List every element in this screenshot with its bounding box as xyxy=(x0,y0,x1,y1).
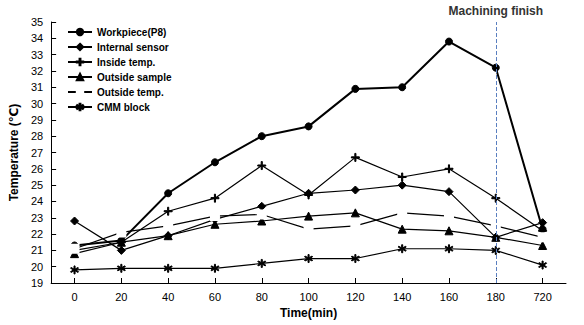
svg-text:120: 120 xyxy=(346,291,364,303)
svg-text:Temperature (℃): Temperature (℃) xyxy=(7,104,21,202)
svg-text:21: 21 xyxy=(31,244,43,256)
svg-text:24: 24 xyxy=(31,195,43,207)
svg-text:31: 31 xyxy=(31,81,43,93)
svg-text:27: 27 xyxy=(31,147,43,159)
svg-text:Internal sensor: Internal sensor xyxy=(97,42,169,53)
svg-text:0: 0 xyxy=(71,291,77,303)
svg-text:Outside sample: Outside sample xyxy=(97,72,172,83)
svg-text:28: 28 xyxy=(31,130,43,142)
svg-text:Workpiece(P8): Workpiece(P8) xyxy=(97,27,166,38)
svg-text:Inside temp.: Inside temp. xyxy=(97,57,156,68)
svg-text:Machining finish: Machining finish xyxy=(448,4,543,18)
svg-text:720: 720 xyxy=(533,291,551,303)
svg-text:140: 140 xyxy=(393,291,411,303)
svg-text:Outside temp.: Outside temp. xyxy=(97,87,164,98)
svg-text:23: 23 xyxy=(31,212,43,224)
svg-text:60: 60 xyxy=(209,291,221,303)
svg-text:32: 32 xyxy=(31,65,43,77)
svg-text:29: 29 xyxy=(31,114,43,126)
svg-text:Time(min): Time(min) xyxy=(280,306,337,320)
svg-text:26: 26 xyxy=(31,163,43,175)
svg-text:CMM block: CMM block xyxy=(97,102,150,113)
svg-text:40: 40 xyxy=(162,291,174,303)
svg-text:35: 35 xyxy=(31,16,43,28)
svg-text:22: 22 xyxy=(31,228,43,240)
svg-text:34: 34 xyxy=(31,32,43,44)
svg-text:19: 19 xyxy=(31,277,43,289)
svg-text:20: 20 xyxy=(31,261,43,273)
svg-text:100: 100 xyxy=(299,291,317,303)
svg-text:33: 33 xyxy=(31,49,43,61)
svg-text:25: 25 xyxy=(31,179,43,191)
svg-text:160: 160 xyxy=(440,291,458,303)
svg-text:30: 30 xyxy=(31,98,43,110)
svg-text:180: 180 xyxy=(487,291,505,303)
svg-text:20: 20 xyxy=(115,291,127,303)
svg-text:80: 80 xyxy=(256,291,268,303)
